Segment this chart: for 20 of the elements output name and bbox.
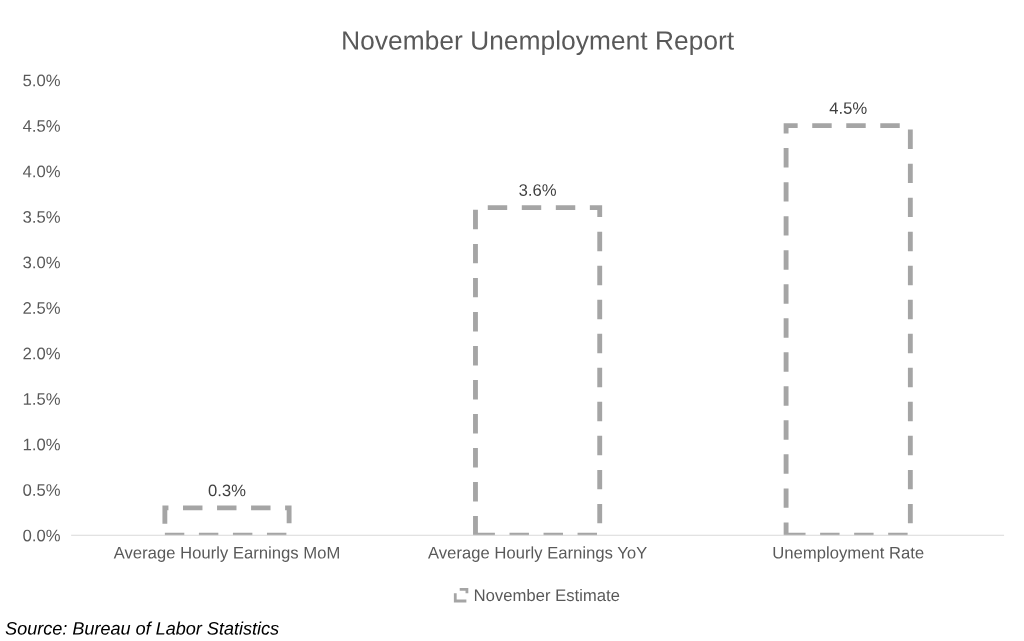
y-tick-label: 2.5% — [23, 302, 60, 314]
data-label: 3.6% — [519, 184, 556, 196]
data-label: 4.5% — [829, 102, 867, 115]
y-tick-label: 1.5% — [23, 393, 60, 405]
y-tick-label: 5.0% — [23, 74, 60, 87]
x-tick-label: Average Hourly Earnings MoM — [113, 546, 339, 562]
y-tick-label: 4.5% — [22, 120, 60, 132]
y-tick-label: 2.0% — [23, 347, 60, 360]
y-tick-label: 3.5% — [23, 211, 60, 223]
data-label: 0.3% — [208, 484, 246, 497]
legend-label: November Estimate — [474, 588, 620, 602]
chart-title: November Unemployment Report — [343, 30, 734, 56]
y-tick-label: 0.5% — [23, 484, 60, 496]
y-tick-label: 0.0% — [23, 529, 60, 542]
y-tick-label: 1.0% — [23, 438, 60, 451]
x-tick-label: Average Hourly Earnings YoY — [427, 546, 647, 562]
x-tick-label: Unemployment Rate — [773, 546, 924, 562]
y-tick-label: 3.0% — [23, 256, 60, 269]
y-tick-label: 4.0% — [22, 165, 60, 178]
source-note: Source: Bureau of Labor Statistics — [5, 621, 279, 635]
